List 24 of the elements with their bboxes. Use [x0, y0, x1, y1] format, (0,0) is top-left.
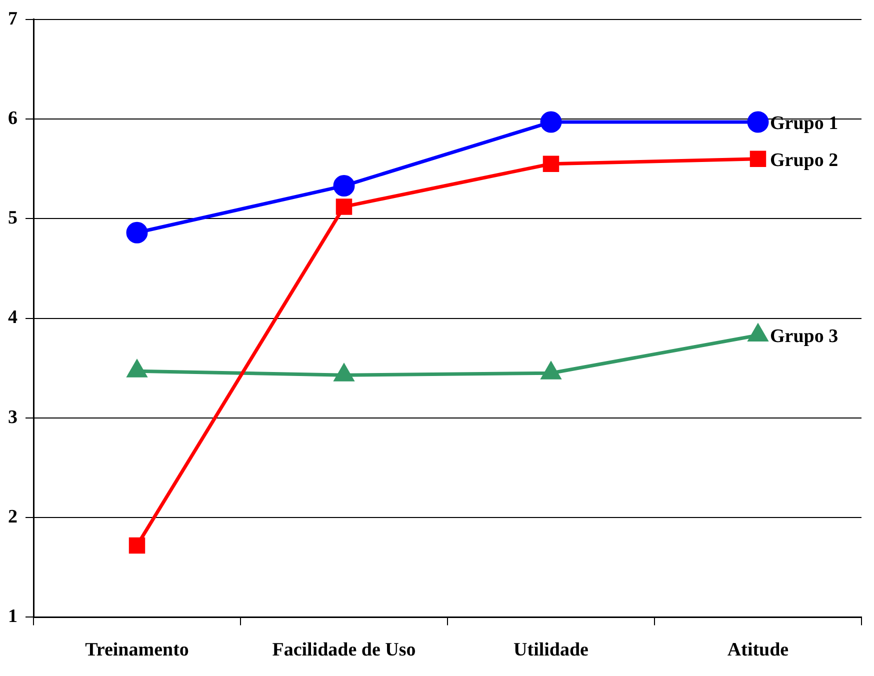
- series-label: Grupo 2: [770, 150, 838, 171]
- point: [750, 150, 766, 167]
- y-tick-label: 6: [8, 108, 18, 129]
- point: [336, 198, 352, 215]
- point: [542, 156, 560, 172]
- series-label: Grupo 3: [770, 326, 838, 348]
- y-tick-label: 3: [8, 406, 18, 428]
- y-tick-label: 5: [8, 208, 18, 229]
- x-tick-label: Utilidade: [514, 640, 588, 661]
- point: [748, 324, 768, 342]
- x-tick-label: Facilidade de Uso: [272, 640, 416, 661]
- y-tick-label: 1: [8, 606, 18, 628]
- x-tick-label: Treinamento: [85, 640, 189, 661]
- point: [747, 111, 769, 133]
- point: [333, 175, 355, 197]
- point: [126, 222, 148, 244]
- point: [334, 364, 354, 382]
- y-tick-label: 7: [8, 8, 18, 30]
- x-tick-label: Atitude: [727, 640, 789, 661]
- y-tick-label: 2: [8, 506, 18, 528]
- point: [540, 111, 562, 133]
- point: [541, 362, 561, 380]
- point: [127, 360, 147, 378]
- y-tick-label: 4: [8, 307, 18, 328]
